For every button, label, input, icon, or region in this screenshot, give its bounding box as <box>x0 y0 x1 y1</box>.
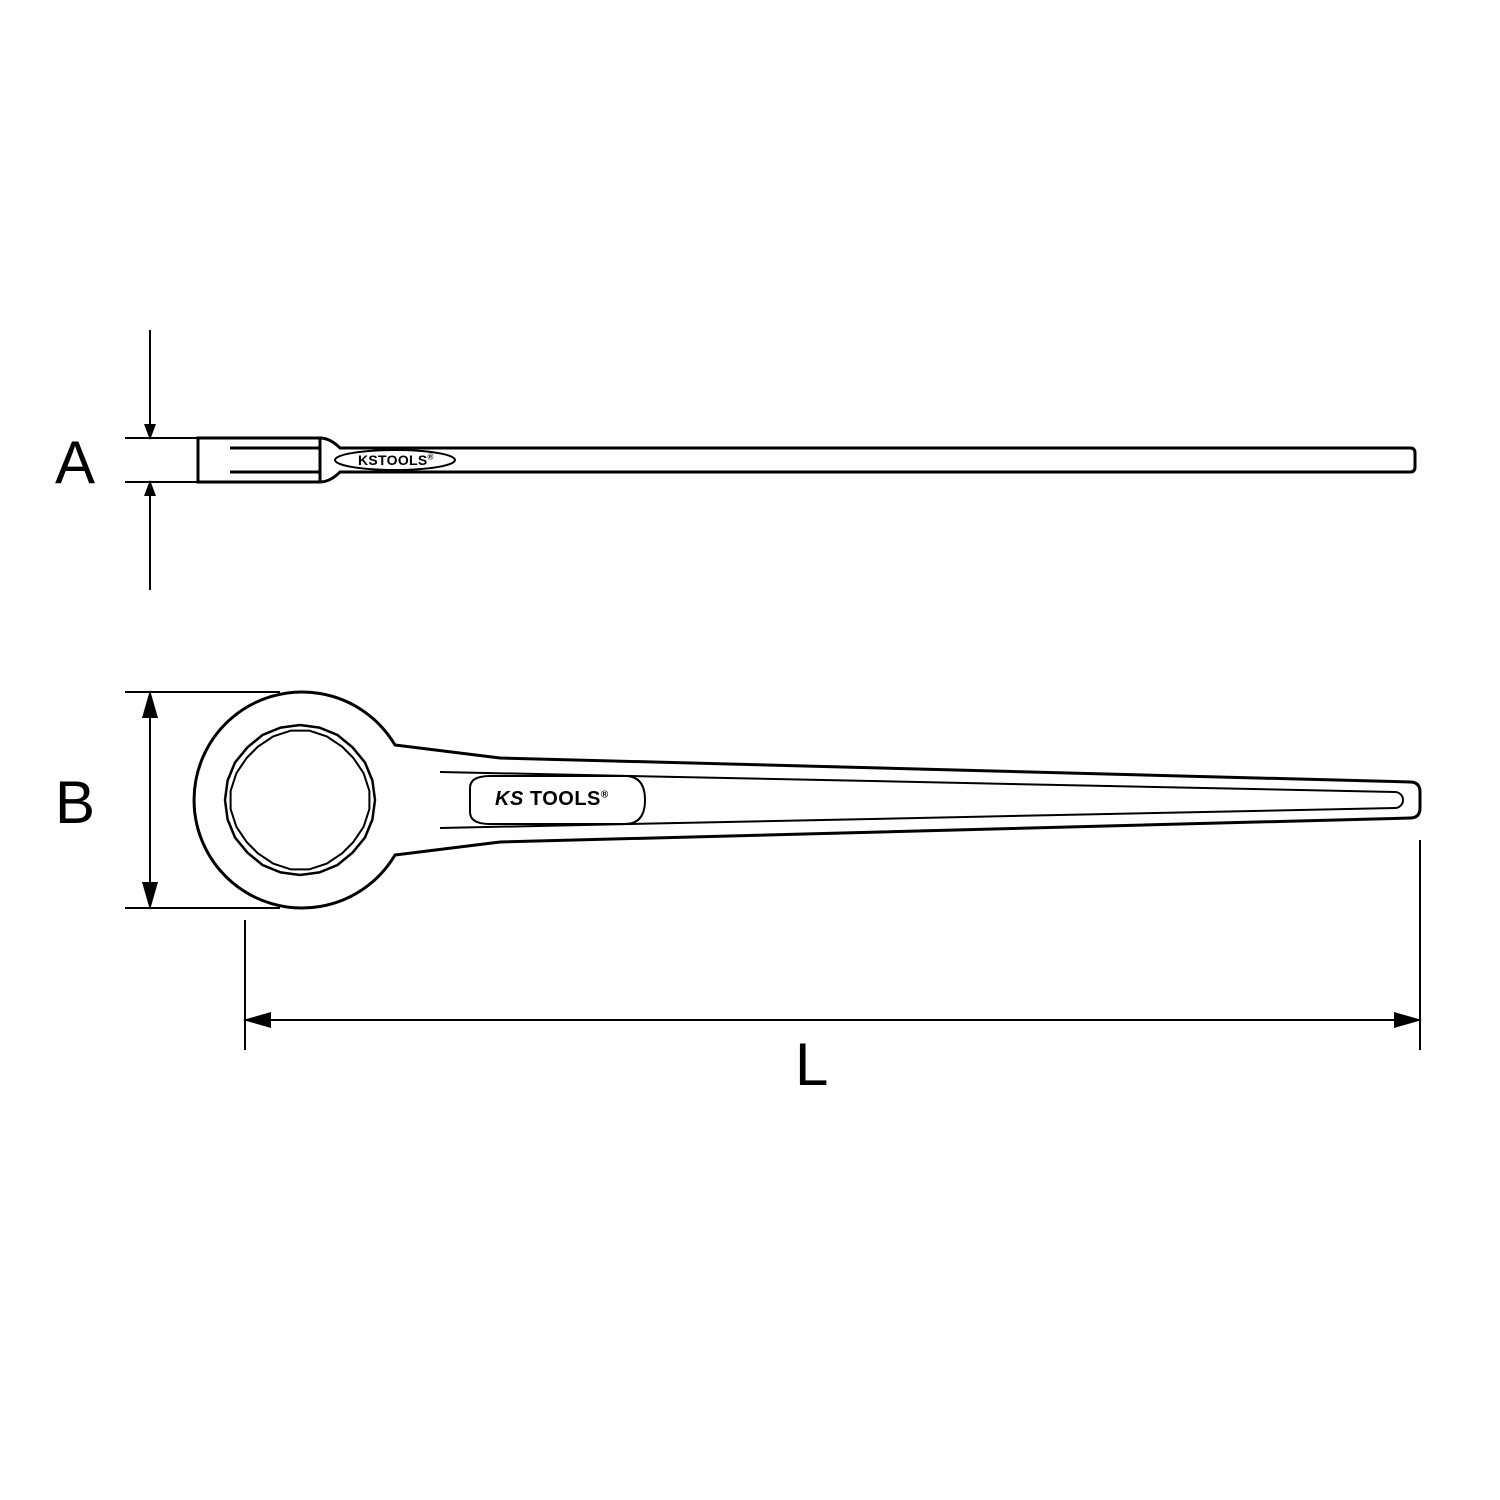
brand-label-top: KS TOOLS® <box>495 788 609 811</box>
dim-label-B: B <box>55 768 95 837</box>
brand-tools: TOOLS <box>524 788 601 810</box>
dimension-A <box>125 330 198 590</box>
ring-inner-scallop <box>231 731 370 870</box>
dimension-B <box>125 692 280 908</box>
dim-label-L: L <box>795 1030 828 1099</box>
dimension-L <box>245 840 1420 1050</box>
brand-label-side: KSTOOLS® <box>358 452 434 468</box>
ring-inner-12pt <box>225 725 375 875</box>
dim-label-A: A <box>55 428 95 497</box>
diagram-canvas: A B L KSTOOLS® KS TOOLS® <box>0 0 1500 1500</box>
top-view <box>194 692 1420 908</box>
technical-drawing-svg <box>0 0 1500 1500</box>
